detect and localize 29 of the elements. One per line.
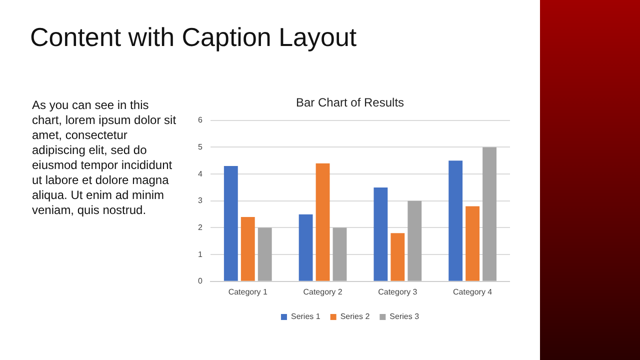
bar [240, 217, 255, 281]
y-tick-label: 0 [198, 276, 203, 286]
bar [408, 200, 422, 281]
y-tick-label: 6 [198, 116, 203, 125]
bar [448, 160, 463, 281]
y-tick-label: 1 [198, 250, 203, 259]
y-tick-label: 5 [198, 142, 203, 152]
x-tick-label: Category 1 [228, 287, 268, 296]
text: As you can see in this chart, lorem ipsum dolor sit amet, consectetur adipiscing elit, sed do eiusmod tempor incididunt ut labore et dolore magna aliqua. Ut enim ad minim veniam, quis nostrud. [32, 98, 178, 218]
x-tick-label: Category 2 [303, 287, 343, 296]
y-tick-label: 4 [198, 169, 203, 178]
text: Content with Caption Layout [30, 22, 357, 53]
bar [466, 206, 480, 281]
legend-label: Series 3 [390, 312, 420, 322]
bar [390, 233, 405, 281]
x-tick-label: Category 3 [378, 287, 418, 296]
bar [482, 147, 496, 281]
bar [316, 163, 330, 281]
bar [224, 166, 238, 281]
bar [298, 214, 313, 281]
chart-title: Bar Chart of Results [296, 96, 404, 110]
y-tick-label: 3 [198, 196, 203, 206]
bar [374, 187, 388, 281]
x-tick-label: Category 4 [452, 287, 493, 296]
legend-label: Series 2 [340, 312, 370, 322]
bar [332, 228, 347, 281]
y-tick-label: 2 [198, 222, 203, 232]
legend-label: Series 1 [290, 312, 321, 322]
bar [258, 228, 272, 281]
